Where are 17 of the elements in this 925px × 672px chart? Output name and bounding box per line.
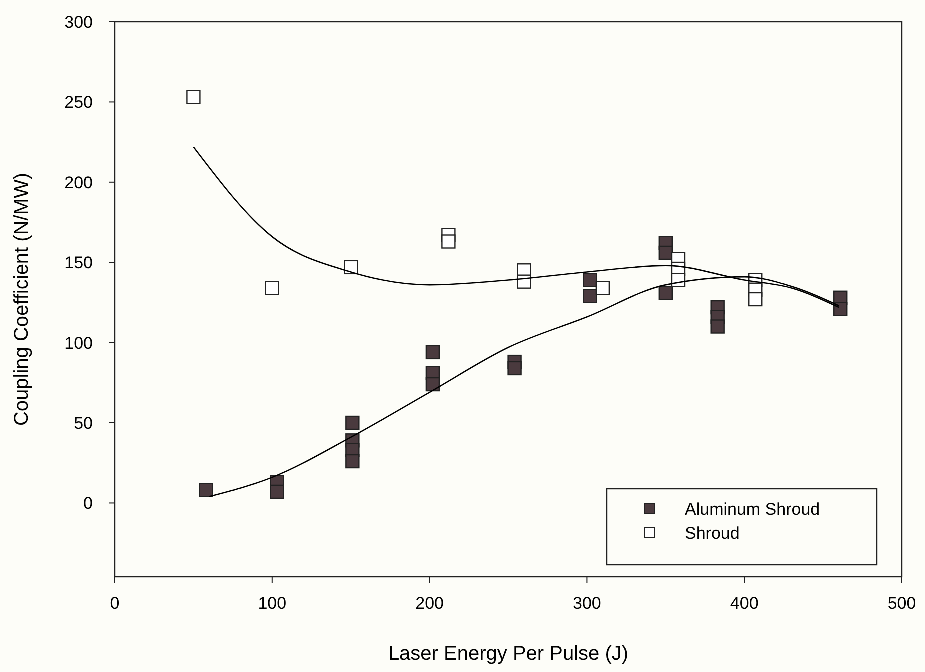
y-tick-label: 150 <box>64 254 93 273</box>
y-tick-label: 0 <box>84 494 93 514</box>
x-tick-label: 100 <box>258 594 287 613</box>
y-tick-label: 100 <box>64 334 93 353</box>
x-tick-label: 300 <box>573 594 602 613</box>
x-tick-label: 400 <box>730 594 759 613</box>
legend-label: Aluminum Shroud <box>685 500 820 519</box>
x-tick-label: 500 <box>888 594 916 613</box>
x-tick-label: 200 <box>416 594 444 613</box>
x-tick-label: 0 <box>110 594 120 613</box>
y-tick-label: 250 <box>64 93 93 112</box>
y-axis-title: Coupling Coefficient (N/MW) <box>11 172 33 426</box>
y-tick-label: 50 <box>74 414 93 433</box>
legend-label: Shroud <box>685 524 740 543</box>
y-tick-label: 300 <box>64 12 93 32</box>
x-axis-title: Laser Energy Per Pulse (J) <box>388 643 629 665</box>
y-tick-label: 200 <box>64 173 93 192</box>
